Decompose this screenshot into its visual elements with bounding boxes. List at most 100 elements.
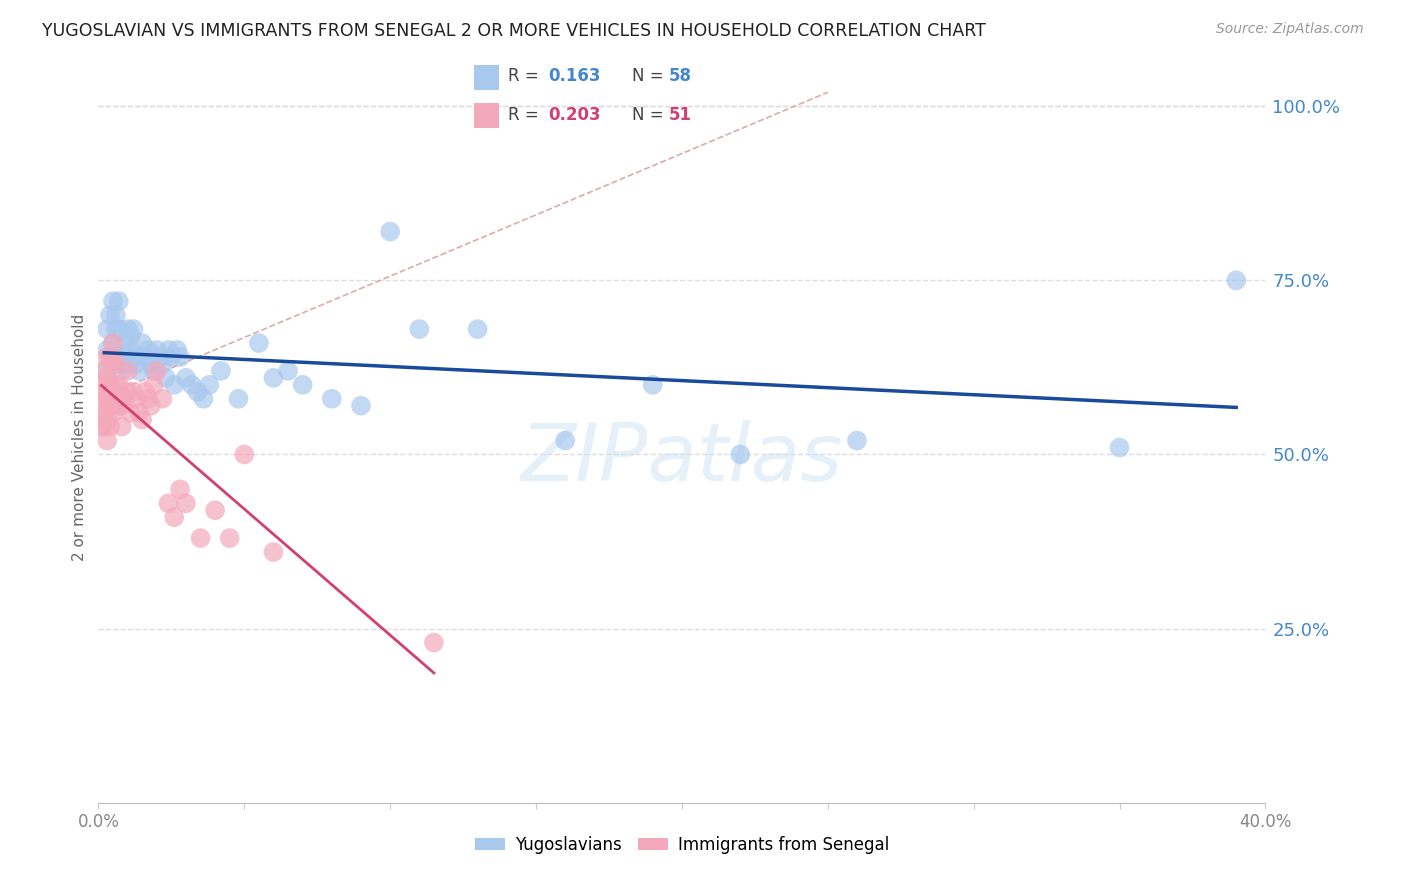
Point [93,364,115,378]
Point [104,308,127,322]
Point [125,392,148,406]
Point [380,225,402,239]
Point [114,392,136,406]
Point [120,406,142,420]
Point [108,399,131,413]
Point [1108,441,1130,455]
Point [169,483,191,497]
Text: R =: R = [508,68,544,86]
Point [152,357,174,371]
Point [98,399,121,413]
Point [111,419,134,434]
Point [90,419,112,434]
Point [96,371,118,385]
Point [467,322,489,336]
Point [111,350,134,364]
Point [128,406,150,420]
Point [136,343,159,357]
Point [152,392,174,406]
Point [104,377,127,392]
Point [96,412,118,426]
Text: YUGOSLAVIAN VS IMMIGRANTS FROM SENEGAL 2 OR MORE VEHICLES IN HOUSEHOLD CORRELATI: YUGOSLAVIAN VS IMMIGRANTS FROM SENEGAL 2… [42,22,986,40]
Point [134,384,156,399]
Point [163,377,186,392]
Point [160,350,183,364]
Point [101,357,124,371]
Point [96,343,118,357]
Point [125,350,148,364]
Point [114,357,136,371]
Point [554,434,576,448]
Point [90,377,112,392]
Point [157,496,180,510]
Point [131,412,153,426]
Text: R =: R = [508,105,544,123]
Point [111,399,134,413]
Point [155,371,177,385]
Point [228,392,250,406]
Point [149,350,172,364]
Point [218,531,240,545]
Point [163,510,186,524]
Point [104,392,127,406]
Point [96,350,118,364]
Text: Source: ZipAtlas.com: Source: ZipAtlas.com [1216,22,1364,37]
Point [131,336,153,351]
Text: 51: 51 [669,105,692,123]
Point [1225,273,1247,287]
Point [146,343,169,357]
Point [174,371,197,385]
Point [120,329,142,343]
Point [408,322,430,336]
Point [125,357,148,371]
Point [114,336,136,351]
Point [104,357,127,371]
Point [108,294,131,309]
Point [101,336,124,351]
Point [111,364,134,378]
Point [108,322,131,336]
Point [247,336,270,351]
Point [291,377,314,392]
Text: 0.203: 0.203 [548,105,600,123]
Point [198,377,221,392]
Point [190,531,212,545]
Point [101,294,124,309]
Point [128,364,150,378]
Legend: Yugoslavians, Immigrants from Senegal: Yugoslavians, Immigrants from Senegal [468,829,896,860]
Point [169,350,191,364]
Point [157,343,180,357]
Text: ZIPatlas: ZIPatlas [520,420,844,498]
Point [93,419,115,434]
Text: 58: 58 [669,68,692,86]
Point [117,364,139,378]
Point [134,350,156,364]
Point [641,377,664,392]
Point [122,322,145,336]
Point [262,545,284,559]
Point [142,377,165,392]
Point [136,392,159,406]
Point [108,377,131,392]
Point [350,399,373,413]
Point [180,377,202,392]
Point [262,371,284,385]
Point [209,364,232,378]
Bar [474,64,499,90]
Point [93,406,115,420]
Point [174,496,197,510]
Point [98,377,121,392]
Point [96,392,118,406]
Point [98,419,121,434]
Text: 0.163: 0.163 [548,68,600,86]
Point [117,322,139,336]
Point [117,350,139,364]
Point [277,364,299,378]
Point [98,350,121,364]
Point [423,635,446,649]
Point [90,399,112,413]
Point [166,343,188,357]
Text: N =: N = [631,68,669,86]
Point [730,448,752,462]
Point [101,336,124,351]
